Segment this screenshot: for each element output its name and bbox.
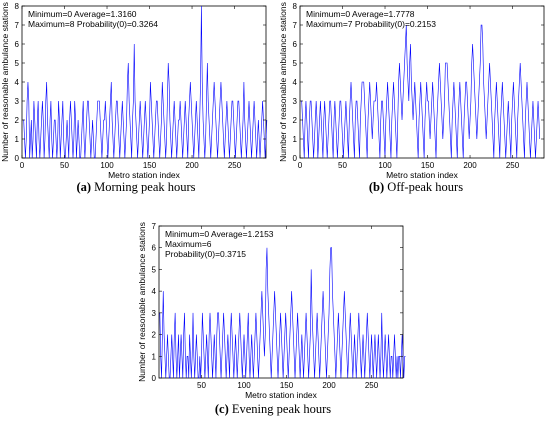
y-axis-label: Number of reasonable ambulance stations	[278, 2, 288, 162]
y-tick-label: 3	[15, 97, 20, 106]
plot-area	[158, 225, 404, 379]
y-tick-label: 0	[15, 154, 20, 163]
y-tick-label: 8	[293, 2, 298, 11]
x-tick-label: 200	[463, 161, 477, 170]
caption-text: Evening peak hours	[231, 402, 332, 416]
x-tick-label: 150	[143, 161, 157, 170]
x-tick-label: 250	[365, 381, 379, 390]
stats-text: Maximum=7 Probability(0)=0.2153	[306, 19, 436, 29]
caption-label: (a)	[76, 180, 92, 194]
caption-evening: (c) Evening peak hours	[183, 402, 363, 417]
y-tick-label: 3	[293, 97, 298, 106]
y-tick-label: 4	[152, 287, 157, 296]
x-tick-label: 50	[338, 161, 347, 170]
x-tick-label: 100	[237, 381, 251, 390]
x-tick-label: 100	[378, 161, 392, 170]
x-tick-label: 200	[322, 381, 336, 390]
x-tick-label: 150	[280, 381, 294, 390]
x-tick-label: 150	[421, 161, 435, 170]
y-tick-label: 0	[152, 374, 157, 383]
y-tick-label: 7	[293, 21, 298, 30]
caption-label: (b)	[368, 180, 385, 194]
y-tick-label: 6	[293, 40, 298, 49]
y-tick-label: 1	[293, 135, 298, 144]
y-tick-label: 7	[152, 222, 157, 231]
y-tick-label: 6	[152, 244, 157, 253]
y-tick-label: 1	[152, 352, 157, 361]
y-tick-label: 4	[293, 78, 298, 87]
x-axis-label: Metro station index	[108, 170, 181, 180]
x-tick-label: 250	[228, 161, 242, 170]
series-line	[159, 247, 406, 379]
stats-text: Maximum=6	[165, 239, 212, 249]
x-tick-label: 250	[506, 161, 520, 170]
y-tick-label: 5	[15, 59, 20, 68]
y-tick-label: 7	[15, 21, 20, 30]
y-tick-label: 8	[15, 2, 20, 11]
caption-label: (c)	[214, 402, 229, 416]
y-axis-label: Number of reasonable ambulance stations	[0, 2, 10, 162]
y-tick-label: 5	[152, 265, 157, 274]
chart-evening: 0 1 2 3 4 5 6 7 50 100 150 200 250 Metro station inde…	[137, 222, 406, 400]
y-tick-label: 5	[293, 59, 298, 68]
y-tick-label: 4	[15, 78, 20, 87]
panel-offpeak: 0 1 2 3 4 5 6 7 8 0 50 100 150 200 250 Metro station in…	[278, 0, 550, 195]
caption-offpeak: (b) Off-peak hours	[326, 180, 506, 195]
x-tick-label: 50	[197, 381, 206, 390]
x-tick-label: 0	[20, 161, 25, 170]
y-tick-label: 2	[293, 116, 298, 125]
stats-text: Probability(0)=0.3715	[165, 249, 246, 259]
caption-text: Off-peak hours	[387, 180, 464, 194]
x-tick-label: 50	[60, 161, 69, 170]
y-axis-label: Number of reasonable ambulance stations	[137, 222, 147, 382]
x-tick-label: 100	[100, 161, 114, 170]
stats-text: Minimum=0 Average=1.7778	[306, 9, 415, 19]
panel-evening: 0 1 2 3 4 5 6 7 50 100 150 200 250 Metro station inde…	[137, 220, 409, 416]
y-tick-label: 0	[293, 154, 298, 163]
chart-offpeak: 0 1 2 3 4 5 6 7 8 0 50 100 150 200 250 Metro station in…	[278, 2, 545, 180]
stats-text: Minimum=0 Average=1.2153	[165, 229, 274, 239]
stats-text: Maximum=8 Probability(0)=0.3264	[28, 19, 158, 29]
y-tick-label: 2	[15, 116, 20, 125]
y-tick-label: 1	[15, 135, 20, 144]
stats-text: Minimum=0 Average=1.3160	[28, 9, 137, 19]
x-tick-label: 200	[185, 161, 199, 170]
panel-morning: 0 1 2 3 4 5 6 7 8 0 50 100 150 200 250 Metro station in…	[0, 0, 272, 195]
x-axis-label: Metro station index	[245, 390, 318, 400]
caption-morning: (a) Morning peak hours	[46, 180, 226, 195]
series-line	[300, 24, 541, 159]
x-axis-label: Metro station index	[386, 170, 459, 180]
series-line	[22, 5, 268, 159]
x-tick-label: 0	[298, 161, 303, 170]
y-tick-label: 6	[15, 40, 20, 49]
chart-morning: 0 1 2 3 4 5 6 7 8 0 50 100 150 200 250 Metro station in…	[0, 2, 268, 180]
caption-text: Morning peak hours	[94, 180, 196, 194]
y-tick-label: 3	[152, 309, 157, 318]
y-tick-label: 2	[152, 331, 157, 340]
